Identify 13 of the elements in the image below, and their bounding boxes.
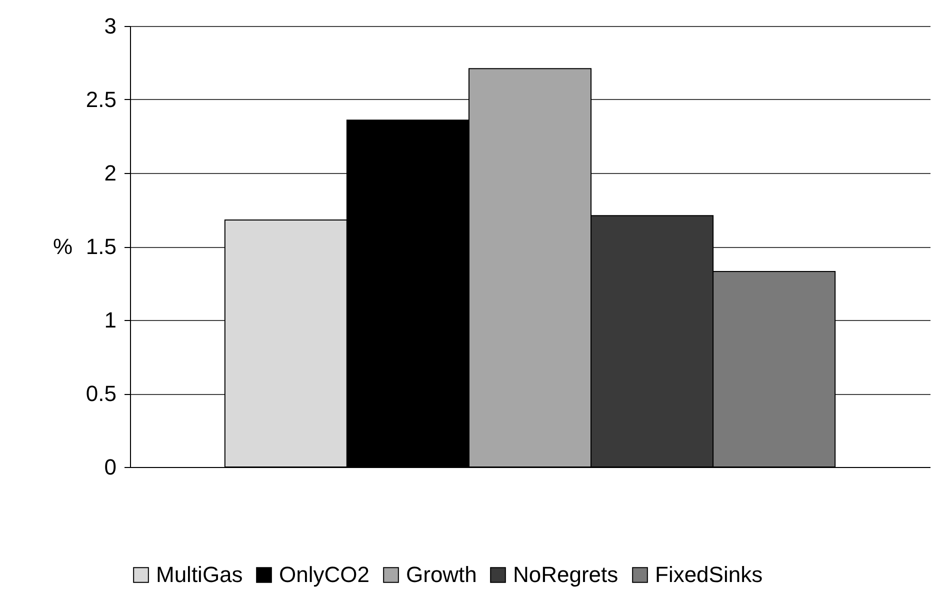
y-tick-label: 1 xyxy=(104,308,116,332)
y-axis-title: % xyxy=(52,234,72,259)
legend-label: NoRegrets xyxy=(513,562,618,587)
y-tick-label: 0.5 xyxy=(86,381,116,406)
y-tick-label: 2 xyxy=(104,160,116,186)
y-tick-label: 3 xyxy=(104,14,116,38)
legend-label: OnlyCO2 xyxy=(279,562,370,587)
legend-label: FixedSinks xyxy=(655,562,763,587)
y-tick-label: 2.5 xyxy=(86,87,116,112)
y-tick-label: 1.5 xyxy=(86,234,116,259)
legend-label: Growth xyxy=(406,562,477,587)
legend-label: MultiGas xyxy=(156,562,243,587)
y-tick-label: 0 xyxy=(104,454,116,480)
